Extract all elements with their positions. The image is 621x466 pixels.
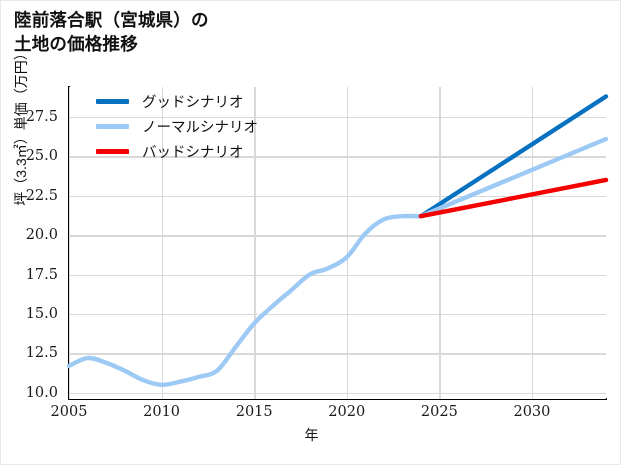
gridline-vertical [439,87,441,399]
legend-item[interactable]: ノーマルシナリオ [96,114,286,139]
gridline-vertical [161,87,163,399]
y-tick-label: 17.5 [25,266,58,283]
y-tick-label: 10.0 [25,384,58,401]
x-axis-title: 年 [304,427,319,443]
gridline-horizontal [69,235,606,237]
gridline-horizontal [69,116,606,119]
legend-item-label: ノーマルシナリオ [142,120,258,136]
y-tick-label: 15.0 [25,305,58,322]
x-tick-label: 2015 [235,404,273,420]
legend-color-swatch [96,149,129,154]
series-line-good-forecast [418,94,609,219]
gridline-horizontal [69,313,606,316]
chart-legend: グッドシナリオ ノーマルシナリオ バッドシナリオ [96,89,286,164]
gridline-vertical [346,87,349,399]
legend-item-label: バッドシナリオ [142,145,244,161]
legend-item[interactable]: バッドシナリオ [96,139,286,164]
legend-item[interactable]: グッドシナリオ [96,89,286,114]
y-tick-label: 20.0 [25,227,58,244]
gridline-vertical [69,87,71,399]
legend-item-label: グッドシナリオ [142,95,244,111]
y-tick-label: 25.0 [25,148,58,165]
series-line-bad-forecast [418,177,609,219]
legend-color-swatch [96,99,129,104]
gridline-horizontal [69,353,606,355]
x-tick-label: 2005 [50,404,88,420]
x-tick-label: 2030 [513,404,551,420]
gridline-horizontal [69,392,606,395]
gridline-vertical [531,87,534,399]
gridline-horizontal [69,156,606,158]
y-tick-label: 12.5 [25,345,58,362]
y-tick-label: 22.5 [25,187,58,204]
x-tick-label: 2025 [420,404,458,420]
gridline-vertical [254,87,256,399]
data-series-layer [66,94,609,388]
x-axis-spine [68,398,607,400]
series-line-normal-forecast [418,136,609,219]
y-tick-label: 27.5 [25,108,58,125]
series-line-normal-historical [66,213,424,388]
gridline-horizontal [69,274,606,276]
legend-color-swatch [96,124,129,129]
chart-title: 陸前落合駅（宮城県）の 土地の価格推移 [14,10,209,54]
gridline-horizontal [69,195,606,198]
plot-area [66,87,609,399]
x-tick-label: 2020 [328,404,366,420]
x-tick-label: 2010 [143,404,181,420]
